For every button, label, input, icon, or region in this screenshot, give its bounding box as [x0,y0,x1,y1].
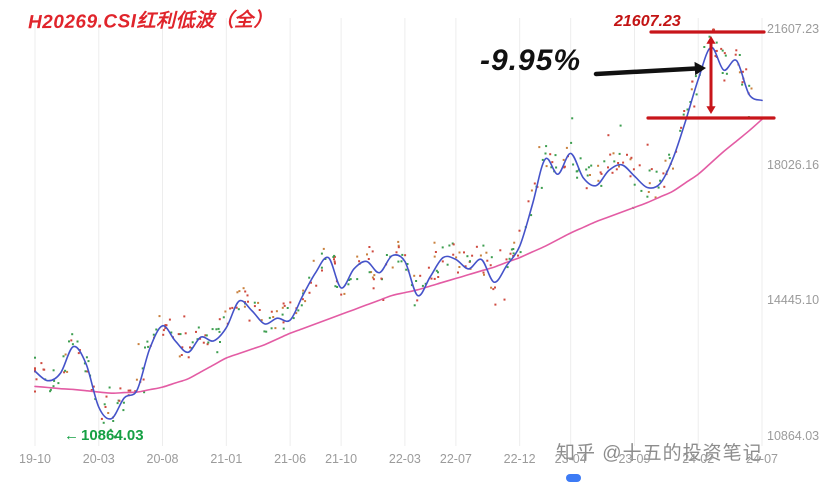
y-tick-label: 21607.23 [767,22,820,36]
x-tick-label: 21-06 [274,452,307,466]
x-tick-label: 20-08 [146,452,179,466]
x-tick-label: 23-04 [554,452,587,466]
x-tick-label: 24-02 [682,452,715,466]
watermark-text: 知乎 @十五的投资笔记 [556,443,763,464]
left-arrow-icon: ← [64,427,79,444]
x-tick-label: 24-07 [746,452,778,466]
x-tick-label: 19-10 [19,452,51,466]
page-indicator-dot [566,474,581,482]
x-tick-label: 21-10 [325,452,358,466]
peak-value-label: 21607.23 [614,13,681,30]
min-value-label: ← 10864.03 [64,427,144,444]
chart-title: H20269.CSI红利低波（全） [27,9,274,34]
y-tick-label: 14445.10 [767,293,820,308]
x-tick-label: 23-09 [618,452,651,466]
x-tick-label: 22-12 [503,452,536,466]
x-tick-label: 21-01 [210,452,243,466]
x-tick-label: 22-07 [439,452,472,466]
min-value-text: 10864.03 [81,427,144,444]
x-tick-label: 22-03 [388,452,421,466]
drawdown-percent-label: -9.95% [480,44,582,77]
y-tick-label: 18026.16 [767,157,820,172]
y-tick-label: 10864.03 [767,429,820,443]
x-tick-label: 20-03 [82,452,115,466]
